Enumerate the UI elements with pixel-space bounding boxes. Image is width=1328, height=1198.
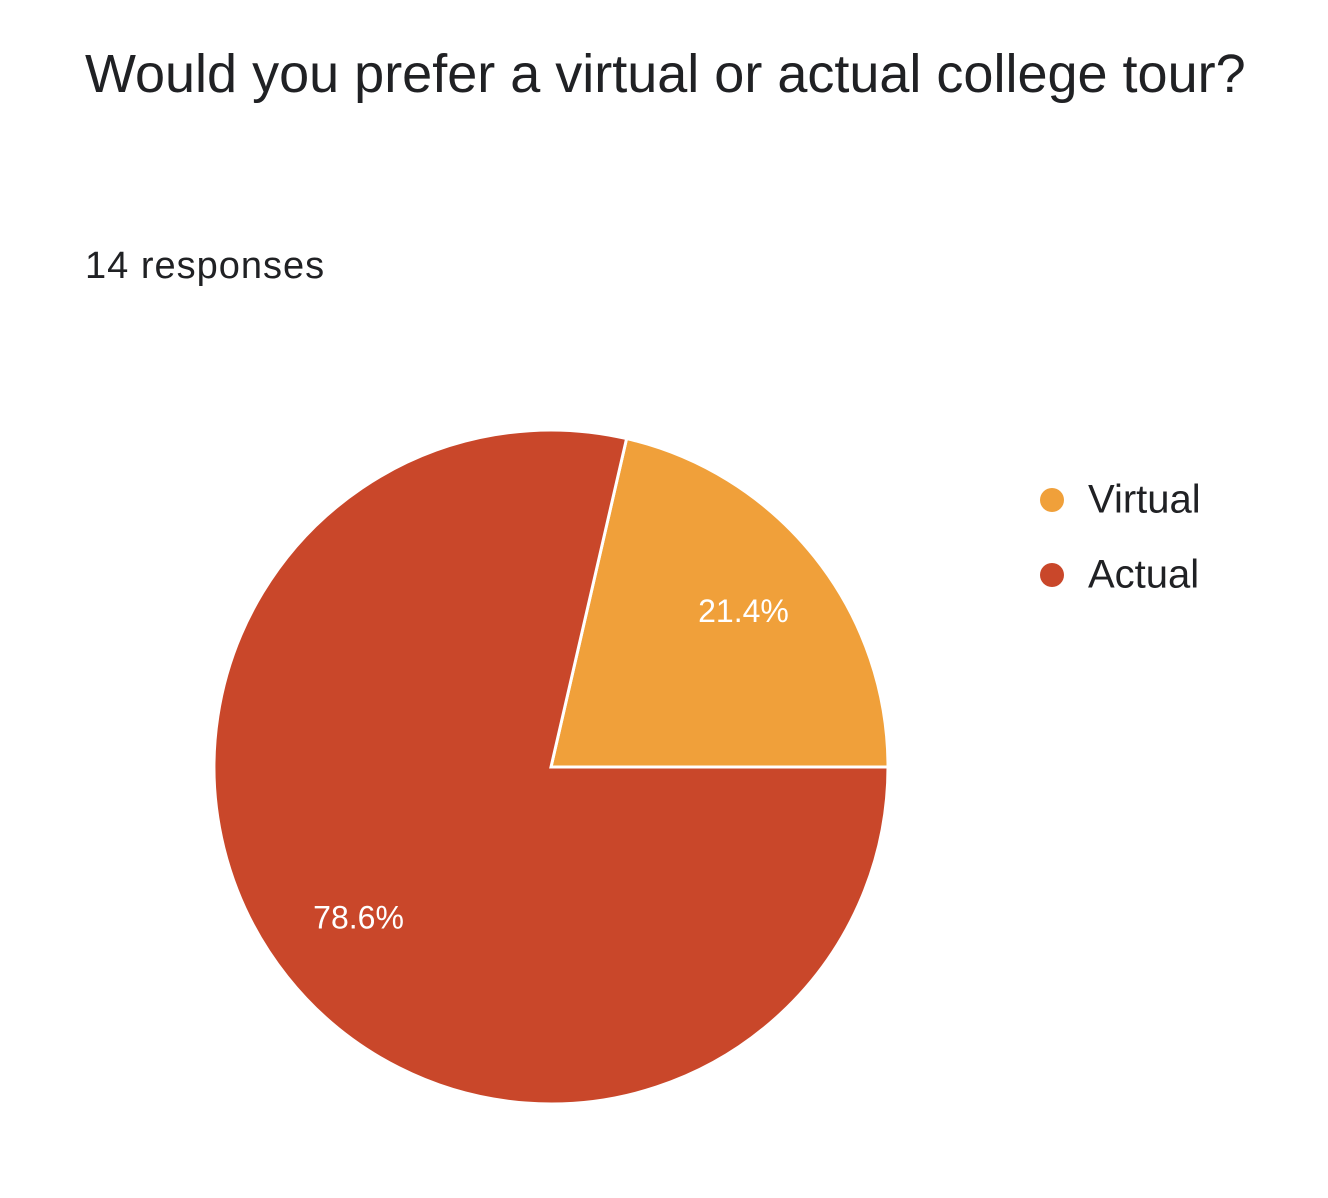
legend-marker bbox=[1040, 488, 1064, 512]
response-count: 14 responses bbox=[85, 245, 326, 287]
pie-slice bbox=[212, 428, 890, 1106]
slice-label: 21.4% bbox=[698, 593, 789, 629]
slice-label: 78.6% bbox=[313, 900, 404, 936]
legend-label: Virtual bbox=[1088, 478, 1201, 522]
legend-label: Actual bbox=[1088, 553, 1199, 597]
pie-slice bbox=[549, 436, 890, 769]
legend-marker bbox=[1040, 563, 1064, 587]
chart-title: Would you prefer a virtual or actual col… bbox=[85, 44, 1246, 104]
